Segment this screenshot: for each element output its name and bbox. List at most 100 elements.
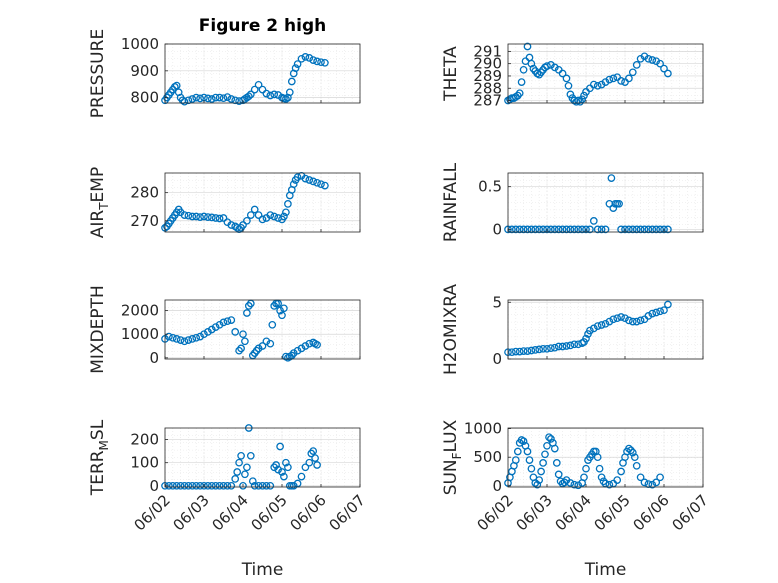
- data-point: [613, 314, 622, 323]
- data-point: [280, 304, 288, 313]
- data-point: [550, 343, 559, 352]
- data-point: [219, 481, 228, 490]
- data-point: [627, 446, 635, 455]
- y-tick-label: 5: [492, 293, 502, 311]
- data-point: [252, 346, 261, 355]
- y-tick-label: 0: [149, 477, 159, 495]
- data-point: [535, 225, 544, 234]
- figure-title: Figure 2 high: [199, 16, 327, 36]
- y-tick-label: 280: [130, 184, 159, 202]
- y-tick-label: 500: [473, 448, 502, 466]
- data-point: [321, 181, 329, 190]
- data-point: [293, 346, 302, 355]
- data-point: [287, 77, 296, 86]
- data-point: [632, 61, 641, 69]
- data-point: [628, 225, 637, 234]
- data-point: [558, 225, 567, 234]
- data-point: [309, 447, 318, 455]
- data-point: [231, 96, 240, 105]
- data-point: [254, 80, 263, 89]
- data-point: [188, 95, 197, 103]
- data-point: [660, 225, 668, 234]
- subplot-mixdepth: 0 1000 2000 MIXDEPTH: [88, 285, 361, 374]
- data-point: [243, 309, 251, 317]
- data-point: [227, 481, 236, 490]
- data-point: [543, 62, 551, 70]
- data-point: [527, 464, 536, 473]
- data-point: [184, 336, 193, 344]
- subplot-h2omixra: 0 5 H2OMIXRA: [441, 284, 704, 375]
- y-tick-label: 0: [149, 349, 159, 367]
- data-point: [258, 85, 267, 94]
- y-tick-label: 290: [473, 55, 502, 73]
- data-point: [515, 347, 524, 356]
- data-point: [527, 59, 536, 68]
- data-point: [239, 481, 247, 490]
- data-point: [617, 467, 625, 476]
- data-point: [605, 317, 614, 326]
- data-point: [268, 320, 277, 329]
- data-point: [601, 225, 610, 234]
- data-point: [215, 481, 224, 490]
- data-point: [180, 97, 189, 106]
- data-point: [519, 65, 528, 74]
- data-point: [250, 85, 259, 94]
- data-point: [566, 341, 575, 350]
- data-point: [280, 212, 288, 221]
- data-point: [305, 458, 314, 467]
- data-point: [664, 300, 672, 309]
- data-point: [196, 94, 204, 103]
- axes-frame: [164, 172, 361, 233]
- data-point: [266, 91, 275, 100]
- data-point: [543, 344, 551, 353]
- data-point: [289, 481, 298, 490]
- data-point: [291, 64, 300, 72]
- data-point: [531, 346, 540, 354]
- data-point: [313, 340, 321, 349]
- data-point: [537, 467, 545, 476]
- data-point: [165, 332, 173, 341]
- y-tick-label: 0.5: [478, 178, 502, 196]
- data-point: [605, 480, 614, 489]
- data-point: [266, 481, 275, 490]
- data-point: [188, 212, 197, 221]
- axes-frame: [164, 43, 361, 104]
- data-point: [589, 217, 598, 225]
- data-point: [617, 77, 625, 85]
- data-point: [258, 215, 267, 224]
- data-point: [272, 461, 280, 469]
- data-point: [243, 216, 251, 225]
- data-point: [625, 444, 633, 453]
- data-point: [248, 477, 257, 486]
- data-point: [547, 344, 555, 353]
- data-point: [207, 325, 216, 334]
- y-tick-label: 800: [130, 89, 159, 107]
- data-point: [262, 481, 271, 490]
- data-point: [517, 78, 526, 86]
- data-point: [578, 225, 586, 234]
- data-point: [601, 319, 610, 328]
- data-point: [523, 447, 532, 456]
- data-point: [535, 476, 544, 484]
- data-point: [550, 225, 559, 234]
- data-point: [301, 342, 310, 350]
- data-point: [233, 468, 242, 476]
- y-axis-label: TERRMSL: [88, 419, 111, 496]
- data-point: [301, 53, 310, 61]
- data-point: [621, 225, 629, 234]
- data-point: [609, 74, 618, 83]
- y-tick-label: 1000: [121, 325, 159, 343]
- axes-frame: [507, 172, 704, 233]
- data-point: [605, 75, 614, 84]
- data-point: [274, 465, 282, 474]
- data-point: [258, 342, 267, 350]
- data-point: [613, 476, 622, 484]
- data-point: [305, 54, 314, 62]
- data-point: [270, 212, 279, 221]
- data-point: [172, 81, 181, 90]
- data-point: [317, 58, 325, 67]
- data-point: [192, 93, 201, 102]
- data-point: [200, 330, 208, 339]
